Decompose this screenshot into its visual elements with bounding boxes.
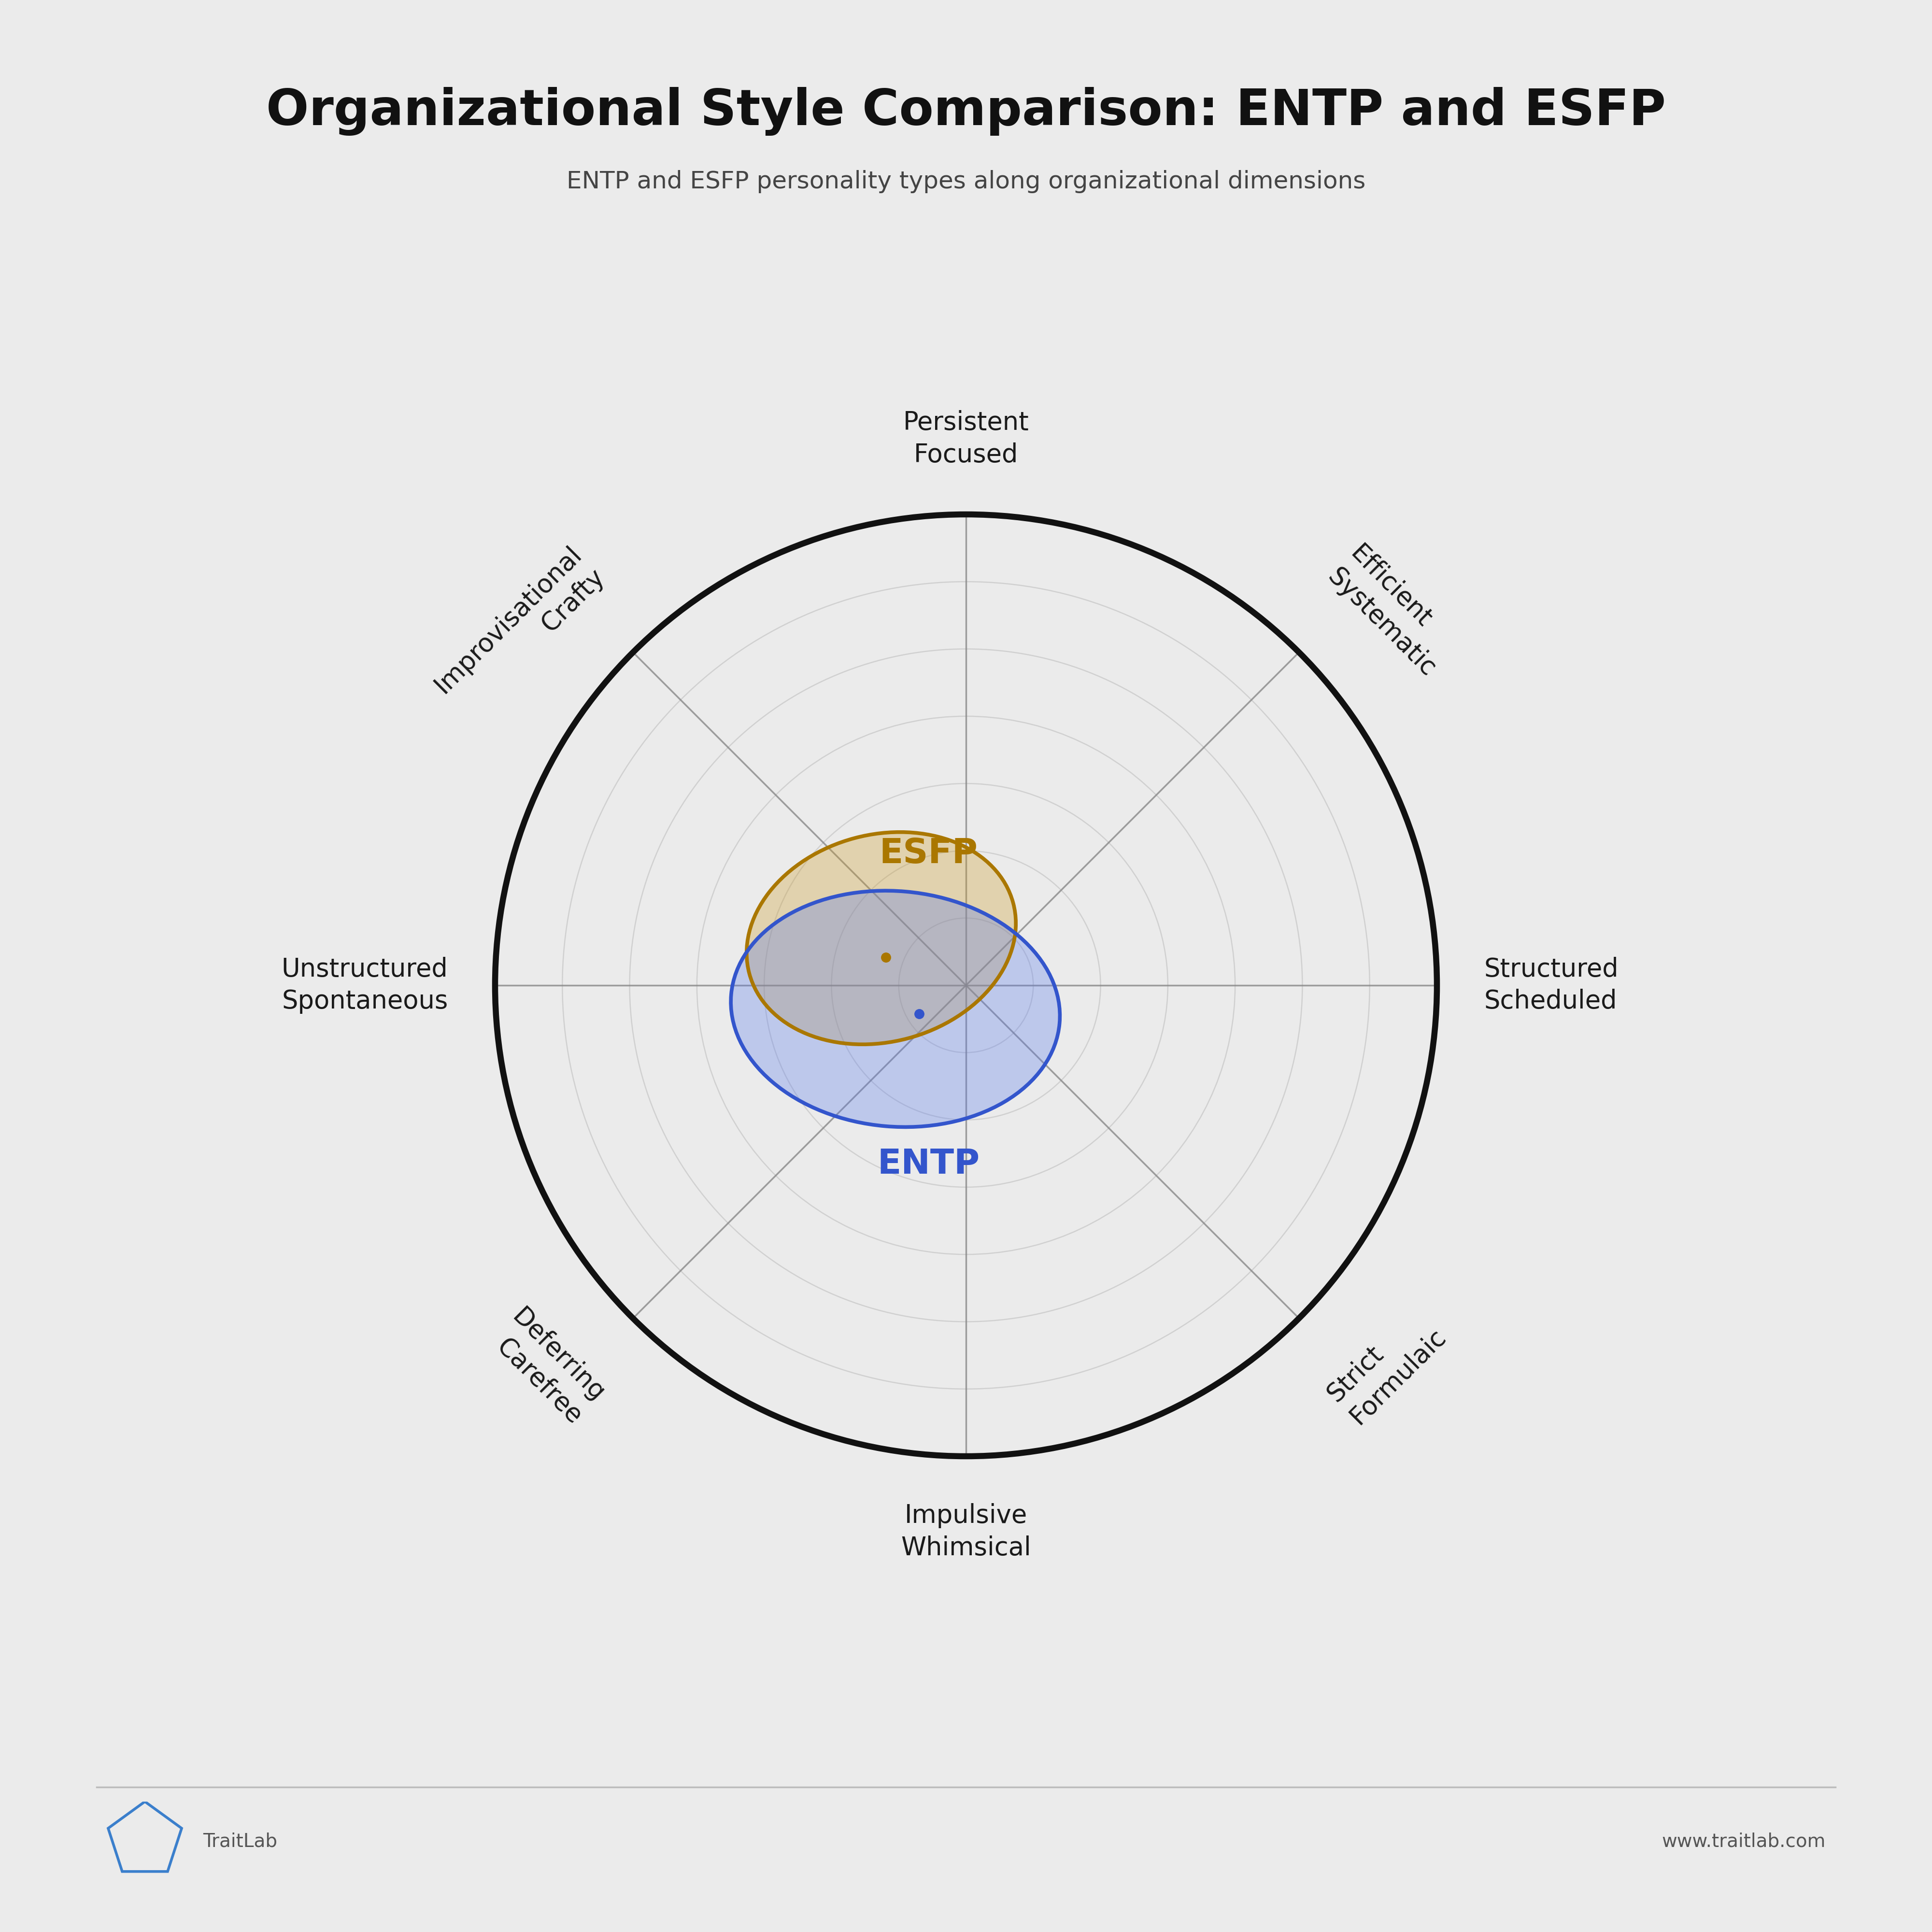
Text: ESFP: ESFP [879, 837, 978, 869]
Text: Impulsive
Whimsical: Impulsive Whimsical [900, 1503, 1032, 1561]
Text: Deferring
Carefree: Deferring Carefree [485, 1304, 609, 1430]
Text: TraitLab: TraitLab [203, 1832, 278, 1851]
Ellipse shape [746, 833, 1016, 1045]
Text: Efficient
Systematic: Efficient Systematic [1323, 541, 1463, 682]
Text: Strict
Formulaic: Strict Formulaic [1323, 1300, 1451, 1430]
Ellipse shape [730, 891, 1061, 1126]
Text: ENTP and ESFP personality types along organizational dimensions: ENTP and ESFP personality types along or… [566, 170, 1366, 193]
Text: Unstructured
Spontaneous: Unstructured Spontaneous [282, 956, 448, 1014]
Text: ENTP: ENTP [877, 1148, 980, 1180]
Text: Structured
Scheduled: Structured Scheduled [1484, 956, 1619, 1014]
Text: www.traitlab.com: www.traitlab.com [1662, 1832, 1826, 1851]
Text: Improvisational
Crafty: Improvisational Crafty [431, 541, 609, 721]
Text: Organizational Style Comparison: ENTP and ESFP: Organizational Style Comparison: ENTP an… [267, 87, 1665, 135]
Text: Persistent
Focused: Persistent Focused [902, 410, 1030, 468]
